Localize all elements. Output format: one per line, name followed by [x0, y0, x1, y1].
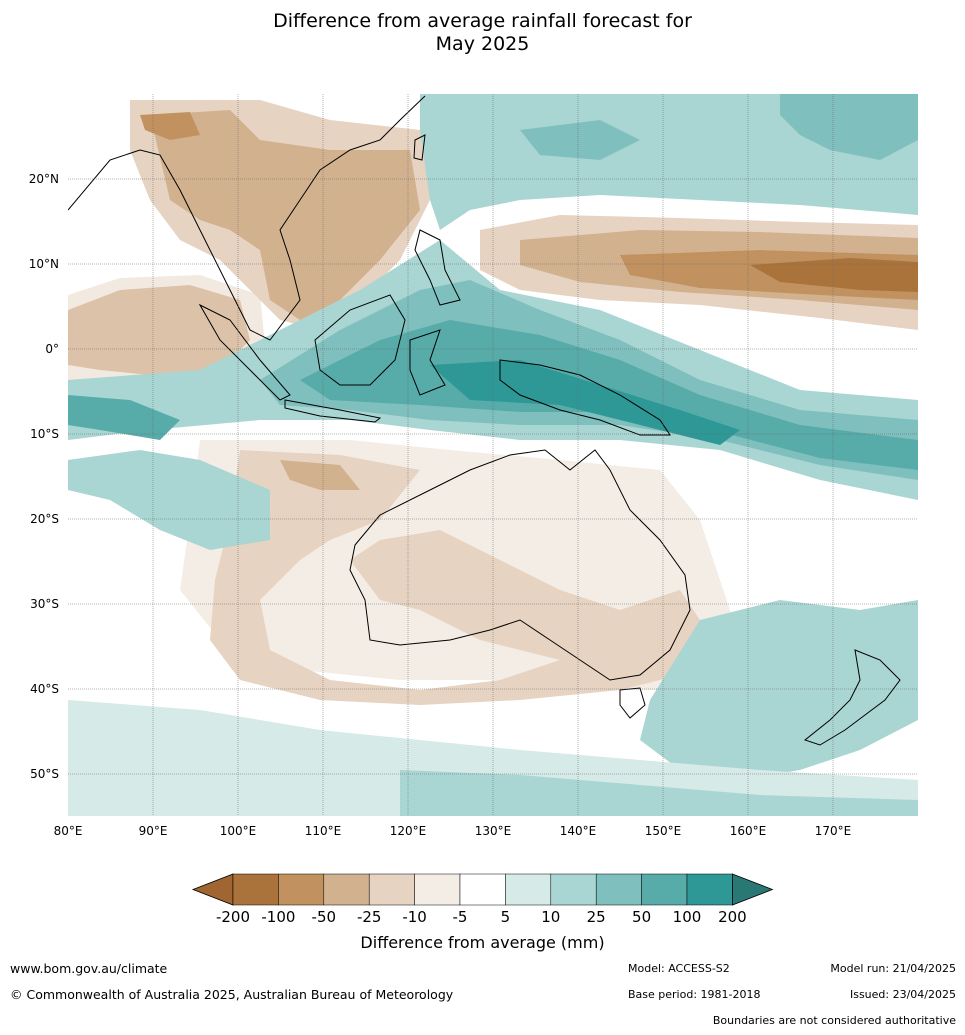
lon-label: 90°E — [139, 824, 168, 838]
model-run-date: Model run: 21/04/2025 — [830, 962, 956, 975]
colorbar-swatch — [323, 873, 370, 906]
colorbar-swatch — [505, 873, 552, 906]
lat-label: 40°S — [30, 682, 59, 696]
colorbar-tick-label: 10 — [541, 908, 560, 926]
colorbar-swatch — [232, 873, 279, 906]
lon-label: 120°E — [390, 824, 427, 838]
base-period: Base period: 1981-2018 — [628, 988, 761, 1001]
lon-label: 140°E — [560, 824, 597, 838]
model-name: Model: ACCESS-S2 — [628, 962, 730, 975]
colorbar-tick-label: -5 — [453, 908, 468, 926]
lat-label: 50°S — [30, 767, 59, 781]
anomaly-dry-se-asia-3 — [140, 112, 200, 140]
lat-label: 10°N — [29, 257, 59, 271]
title-line-1: Difference from average rainfall forecas… — [273, 10, 692, 32]
colorbar-tick-label: -200 — [216, 908, 250, 926]
anomaly-dry-north-pacific-4 — [750, 258, 918, 292]
anomaly-dry-australia-2 — [210, 450, 700, 705]
colorbar-swatch — [414, 873, 461, 906]
colorbar-tick-label: -50 — [312, 908, 337, 926]
lon-label: 160°E — [730, 824, 767, 838]
lon-label: 130°E — [475, 824, 512, 838]
latitude-labels: 20°N 10°N 0° 10°S 20°S 30°S 40°S 50°S — [29, 172, 59, 781]
colorbar-swatch — [459, 873, 506, 906]
colorbar-swatch — [595, 873, 642, 906]
anomaly-wet-west-indian — [68, 395, 180, 440]
lon-label: 100°E — [220, 824, 257, 838]
lon-label: 80°E — [54, 824, 83, 838]
boundaries-disclaimer: Boundaries are not considered authoritat… — [712, 1014, 956, 1027]
colorbar-tick-label: -10 — [402, 908, 427, 926]
lat-label: 0° — [45, 342, 59, 356]
anomaly-wet-north-pacific-core — [780, 94, 918, 160]
map-title: Difference from average rainfall forecas… — [0, 10, 965, 56]
lon-label: 170°E — [815, 824, 852, 838]
anomaly-wet-north-pacific-core-2 — [520, 120, 640, 160]
lon-label: 110°E — [305, 824, 342, 838]
colorbar-ticks: -200 -100 -50 -25 -10 -5 5 10 25 50 100 200 — [216, 908, 747, 926]
borneo-coastline — [314, 294, 406, 386]
colorbar-swatches — [191, 873, 774, 906]
longitude-labels: 80°E 90°E 100°E 110°E 120°E 130°E 140°E … — [54, 824, 852, 838]
australia-coastline — [349, 449, 691, 681]
colorbar-tick-label: 50 — [632, 908, 651, 926]
lat-label: 20°S — [30, 512, 59, 526]
colorbar-extend-high — [732, 873, 774, 906]
anomaly-dry-indian-ocean-edge — [68, 275, 265, 385]
colorbar-tick-label: 200 — [718, 908, 747, 926]
new-guinea-coastline — [499, 359, 671, 436]
colorbar-label: Difference from average (mm) — [360, 933, 605, 952]
lat-label: 10°S — [30, 427, 59, 441]
anomaly-wet-southern-ocean-2 — [400, 770, 918, 816]
colorbar-swatch — [368, 873, 415, 906]
anomaly-dry-australia-3 — [280, 460, 360, 490]
rainfall-map: 20°N 10°N 0° 10°S 20°S 30°S 40°S 50°S 80… — [29, 94, 918, 838]
sulawesi-coastline — [409, 329, 446, 396]
website-link[interactable]: www.bom.gov.au/climate — [10, 961, 168, 976]
colorbar-swatch — [641, 873, 688, 906]
colorbar-swatch — [686, 873, 733, 906]
asia-coastline — [68, 95, 426, 341]
colorbar-extend-low — [191, 873, 234, 906]
colorbar-tick-label: 25 — [587, 908, 606, 926]
colorbar-tick-label: 5 — [501, 908, 511, 926]
sumatra-coastline — [198, 303, 291, 401]
colorbar-tick-label: 100 — [673, 908, 702, 926]
colorbar-tick-label: -100 — [261, 908, 295, 926]
colorbar-swatch — [278, 873, 325, 906]
lon-label: 150°E — [645, 824, 682, 838]
lat-label: 20°N — [29, 172, 59, 186]
anomaly-wet-indian-south — [68, 450, 270, 550]
taiwan-coastline — [413, 134, 426, 161]
tasmania-coastline — [619, 687, 646, 719]
colorbar-tick-label: -25 — [357, 908, 382, 926]
title-line-2: May 2025 — [435, 33, 530, 55]
issued-date: Issued: 23/04/2025 — [849, 988, 956, 1001]
philippines-coastline — [414, 229, 461, 306]
anomaly-dry-se-asia-2 — [150, 110, 420, 320]
java-coastline — [284, 399, 382, 423]
new-zealand-coastline — [803, 649, 901, 746]
copyright-text: © Commonwealth of Australia 2025, Austra… — [10, 987, 454, 1002]
lat-label: 30°S — [30, 597, 59, 611]
colorbar: -200 -100 -50 -25 -10 -5 5 10 25 50 100 200 — [191, 873, 774, 926]
colorbar-swatch — [550, 873, 597, 906]
anomaly-wet-tasman — [640, 600, 918, 780]
graticule — [68, 94, 918, 816]
